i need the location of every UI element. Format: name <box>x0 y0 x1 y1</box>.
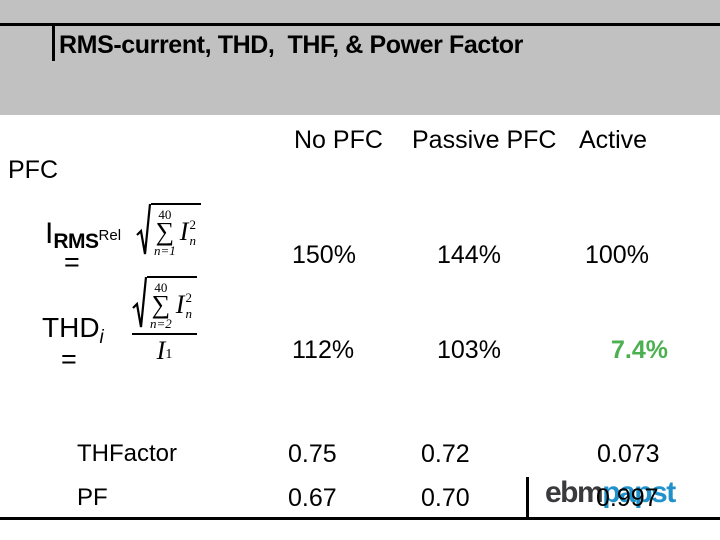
cell-irms-active-pfc: 100% <box>585 241 649 269</box>
header-rule <box>0 23 720 26</box>
irms-superscript: Rel <box>98 227 122 244</box>
footer-rule <box>0 517 720 520</box>
logo-ebm-text: ebm <box>545 476 604 509</box>
term-scripts: 2 n <box>185 291 192 320</box>
radical-sign-icon <box>136 203 151 255</box>
fraction-bar <box>132 332 197 335</box>
cell-thd-passive-pfc: 103% <box>437 336 501 364</box>
rms-term: I 2 n <box>180 218 196 247</box>
sum-upper-limit: 40 <box>154 280 168 295</box>
thd-term: I 2 n <box>176 291 192 320</box>
cell-thd-no-pfc: 112% <box>292 336 355 364</box>
cell-thf-passive-pfc: 0.72 <box>421 440 470 468</box>
thd-numerator: 40 ∑ n=2 I 2 n <box>132 276 197 331</box>
column-header-active: Active <box>579 126 648 154</box>
irms-equals-sign: = <box>64 247 80 277</box>
sigma-icon: ∑ <box>151 290 171 319</box>
sum-lower-limit: n=2 <box>150 315 172 331</box>
row-label-thd: THDi <box>42 313 104 353</box>
term-exponent: 2 <box>189 216 196 232</box>
cell-thd-active-pfc-highlight: 7.4% <box>611 336 668 364</box>
term-index: n <box>189 232 196 248</box>
cell-pf-no-pfc: 0.67 <box>288 484 337 512</box>
sum-symbol: 40 ∑ n=2 <box>150 281 172 330</box>
cell-irms-no-pfc: 150% <box>292 241 356 269</box>
radical-sign-icon <box>132 276 147 328</box>
thd-radicand: 40 ∑ n=2 I 2 n <box>147 276 197 331</box>
denominator-subscript: 1 <box>165 346 173 362</box>
term-variable: I <box>179 217 189 247</box>
thd-denominator: I 1 <box>157 335 173 366</box>
cell-irms-passive-pfc: 144% <box>437 241 501 269</box>
column-header-passive-pfc: Passive PFC <box>412 126 557 154</box>
thd-base: THD <box>42 312 100 343</box>
term-index: n <box>185 305 192 321</box>
sum-symbol: 40 ∑ n=1 <box>154 208 176 257</box>
formula-thd: 40 ∑ n=2 I 2 n I 1 <box>132 276 197 365</box>
logo-separator-line <box>526 477 529 517</box>
logo-papst-text: papst <box>602 476 676 509</box>
cell-thf-active-pfc: 0.073 <box>597 440 660 468</box>
rms-radicand: 40 ∑ n=1 I 2 n <box>151 203 201 258</box>
irms-base: I <box>45 217 54 250</box>
thd-subscript: i <box>99 327 104 348</box>
title-accent-bar <box>52 23 55 61</box>
sum-lower-limit: n=1 <box>154 242 176 258</box>
cell-pf-passive-pfc: 0.70 <box>421 484 470 512</box>
cell-pf-active-pfc: 0.997 <box>596 484 659 512</box>
irms-subscript: RMS <box>53 230 99 253</box>
term-scripts: 2 n <box>189 218 196 247</box>
term-variable: I <box>175 290 185 320</box>
page-title: RMS-current, THD, THF, & Power Factor <box>59 31 524 59</box>
header-band <box>0 0 720 115</box>
thd-equals-sign: = <box>61 344 77 374</box>
ebmpapst-logo: ebmpapst <box>545 476 676 509</box>
row-label-thfactor: THFactor <box>77 440 178 467</box>
sum-upper-limit: 40 <box>158 207 172 222</box>
column-header-active-wrap: PFC <box>8 156 58 184</box>
cell-thf-no-pfc: 0.75 <box>288 440 337 468</box>
row-label-pf: PF <box>77 484 108 511</box>
denominator-variable: I <box>156 335 166 365</box>
sigma-icon: ∑ <box>155 217 175 246</box>
formula-rms: 40 ∑ n=1 I 2 n <box>136 203 201 258</box>
term-exponent: 2 <box>185 289 192 305</box>
column-header-no-pfc: No PFC <box>294 126 383 154</box>
row-label-irms: IRMSRel <box>45 218 121 258</box>
